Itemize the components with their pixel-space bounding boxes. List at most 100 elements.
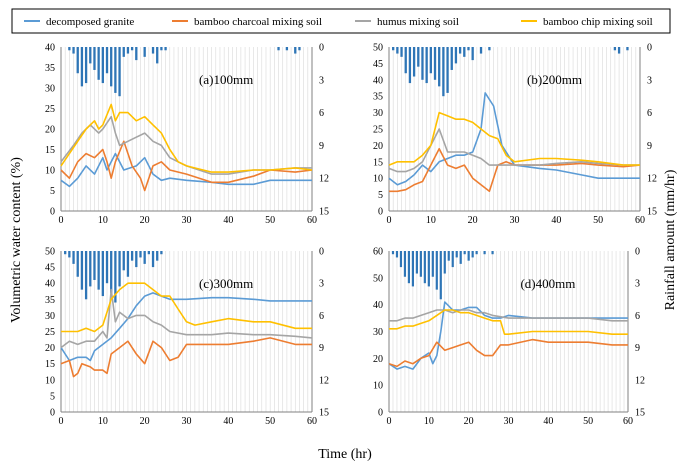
rainfall-bar	[455, 251, 458, 258]
rain-tick-label: 0	[319, 247, 324, 258]
x-tick-label: 50	[583, 416, 593, 427]
rain-tick-label: 3	[647, 75, 652, 86]
chart-panel: 0 5 10 15 20 25 30 35 40 45 50 0 3 6 9 12 15 0 10 20 30 40 50 6…	[373, 43, 657, 227]
rainfall-bar	[396, 47, 399, 54]
rain-tick-label: 15	[319, 207, 329, 218]
y-tick-label: 35	[45, 63, 55, 74]
rainfall-bar	[471, 47, 474, 61]
x-tick-label: 60	[307, 416, 317, 427]
rainfall-bar	[439, 251, 442, 300]
rainfall-bar	[84, 47, 88, 84]
rainfall-bar	[479, 47, 483, 54]
y-tick-label: 15	[373, 157, 383, 168]
rainfall-bar	[76, 47, 79, 74]
rainfall-bar	[450, 47, 453, 70]
rainfall-bar	[151, 251, 155, 268]
rainfall-bar	[294, 47, 297, 54]
rainfall-bar	[110, 47, 113, 87]
y-tick-label: 25	[373, 125, 383, 136]
rainfall-bar	[118, 47, 121, 97]
rainfall-bar	[126, 251, 130, 277]
rainfall-bar	[459, 251, 462, 264]
x-tick-label: 10	[426, 215, 436, 226]
y-tick-label: 50	[373, 43, 383, 54]
rainfall-bar	[298, 47, 301, 51]
rainfall-bar	[395, 251, 399, 258]
rainfall-bar	[442, 47, 445, 97]
series-line	[388, 128, 640, 173]
chart-panel: 0 10 20 30 40 50 60 0 3 6 9 12 15 0 10 20 30 40 50 60 (d)400…	[373, 247, 645, 428]
rainfall-bar	[80, 251, 84, 290]
rainfall-bar	[122, 251, 125, 271]
rain-tick-label: 6	[647, 108, 652, 119]
rain-tick-label: 3	[635, 279, 640, 290]
rainfall-bar	[438, 47, 441, 87]
panel-label: (c)300mm	[199, 276, 253, 291]
y-tick-label: 40	[373, 300, 383, 311]
x-tick-label: 0	[387, 416, 392, 427]
rainfall-bar	[89, 251, 92, 287]
y-tick-label: 10	[373, 174, 383, 185]
rainfall-bar	[443, 251, 446, 274]
rainfall-bar	[417, 47, 420, 67]
rainfall-bar	[110, 251, 113, 293]
rainfall-bar	[423, 251, 426, 284]
x-tick-label: 40	[551, 215, 561, 226]
x-tick-label: 40	[223, 416, 233, 427]
rainfall-bar	[156, 47, 159, 64]
rainfall-bar	[626, 47, 629, 51]
rainfall-bar	[408, 47, 412, 84]
rainfall-bar	[101, 47, 104, 84]
series-line	[61, 282, 312, 333]
y-tick-label: 40	[45, 279, 55, 290]
legend-label: bamboo chip mixing soil	[543, 16, 653, 28]
rainfall-bar	[399, 251, 403, 268]
y-tick-label: 40	[45, 43, 55, 54]
rainfall-bar	[447, 251, 450, 261]
rain-tick-label: 12	[319, 174, 329, 185]
rainfall-bar	[143, 47, 146, 57]
y-tick-label: 10	[45, 375, 55, 386]
rainfall-bar	[467, 47, 470, 51]
y-tick-label: 0	[378, 408, 383, 419]
y-tick-label: 20	[45, 125, 55, 136]
x-tick-label: 50	[593, 215, 603, 226]
x-tick-label: 30	[510, 215, 520, 226]
rainfall-bar	[429, 47, 432, 74]
rainfall-bar	[277, 47, 280, 51]
rainfall-bar	[419, 251, 422, 277]
chart-panel: 0 5 10 15 20 25 30 35 40 0 3 6 9 12 15 0 10 20 30 40 50 60 (a)…	[45, 43, 329, 227]
series-line	[60, 152, 312, 188]
x-tick-label: 40	[223, 215, 233, 226]
panel-label: (b)200mm	[527, 72, 582, 87]
x-tick-label: 0	[387, 215, 392, 226]
y-axis-label-left: Volumetric water content (%)	[9, 157, 24, 323]
rain-tick-label: 0	[319, 43, 324, 54]
rainfall-bar	[458, 47, 462, 54]
rainfall-bar	[130, 47, 134, 51]
series-line	[60, 140, 313, 192]
rainfall-bar	[392, 47, 395, 51]
rain-tick-label: 15	[635, 408, 645, 419]
y-tick-label: 35	[45, 295, 55, 306]
rain-tick-label: 6	[319, 311, 324, 322]
rain-tick-label: 3	[319, 279, 324, 290]
panel-label: (a)100mm	[199, 72, 253, 87]
y-axis-label-right: Rainfall amount (mm/hr)	[663, 169, 678, 310]
x-tick-label: 50	[265, 215, 275, 226]
x-tick-label: 20	[140, 215, 150, 226]
rainfall-bar	[391, 251, 395, 255]
rainfall-bar	[89, 47, 92, 64]
rainfall-bar	[421, 47, 424, 80]
rainfall-bar	[454, 47, 458, 64]
rain-tick-label: 12	[635, 375, 645, 386]
rain-tick-label: 15	[319, 408, 329, 419]
rain-tick-label: 9	[319, 343, 324, 354]
rainfall-bar	[483, 251, 486, 255]
y-tick-label: 25	[45, 104, 55, 115]
rainfall-bar	[164, 47, 167, 51]
rainfall-bar	[451, 251, 454, 268]
x-tick-label: 30	[504, 416, 514, 427]
y-tick-label: 5	[50, 186, 55, 197]
x-tick-label: 20	[468, 215, 478, 226]
